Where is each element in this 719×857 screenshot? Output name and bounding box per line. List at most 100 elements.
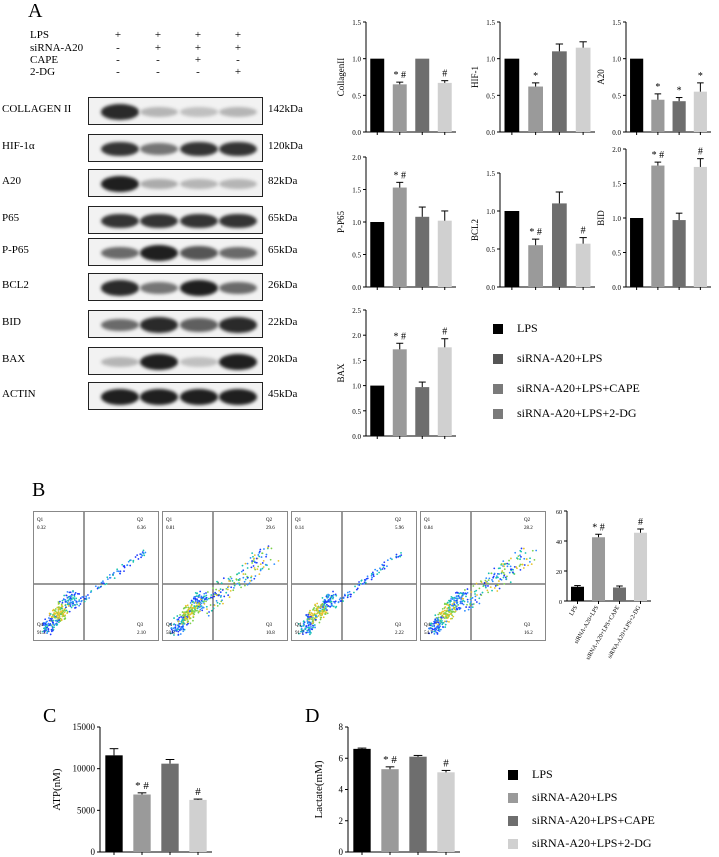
event-dot <box>252 565 255 567</box>
treatment-mark: + <box>194 54 202 66</box>
event-dot <box>182 624 184 627</box>
event-dot <box>443 609 446 612</box>
event-dot <box>44 628 47 630</box>
bar <box>504 211 520 287</box>
treatment-mark: - <box>196 66 200 78</box>
event-dot <box>442 625 444 628</box>
event-dot <box>193 613 196 616</box>
blot-strip <box>88 97 263 125</box>
blot-protein-label: COLLAGEN II <box>2 103 72 115</box>
event-dot <box>331 604 334 607</box>
blot-band <box>180 318 218 332</box>
event-dot <box>206 608 208 611</box>
event-dot <box>72 597 74 599</box>
treatment-mark: - <box>156 54 160 66</box>
panel-letter-d: D <box>305 705 320 727</box>
legend-item: siRNA-A20+LPS+CAPE <box>508 813 655 828</box>
event-dot <box>370 574 373 577</box>
event-dot <box>475 582 478 585</box>
event-dot <box>42 624 45 626</box>
event-dot <box>261 567 264 570</box>
y-axis-label: BAX <box>336 363 346 383</box>
event-dot <box>171 631 174 634</box>
event-dot <box>520 550 523 553</box>
event-dot <box>46 624 48 626</box>
event-dot <box>58 615 61 618</box>
event-dot <box>71 594 73 597</box>
event-dot <box>467 608 470 611</box>
event-dot <box>506 562 509 565</box>
event-dot <box>255 557 258 560</box>
event-dot <box>177 618 180 621</box>
event-dot <box>265 553 268 556</box>
event-dot <box>452 606 455 609</box>
event-dot <box>270 547 273 550</box>
quadrant-value: 5.96 <box>395 526 404 531</box>
event-dot <box>502 560 505 563</box>
bar <box>651 99 665 132</box>
event-dot <box>108 573 111 576</box>
event-dot <box>434 620 437 622</box>
y-tick-label: 10000 <box>73 764 96 774</box>
event-dot <box>395 553 398 556</box>
event-dot <box>188 615 190 617</box>
event-dot <box>478 597 481 600</box>
panel-letter-c: C <box>43 705 57 727</box>
event-dot <box>363 583 365 585</box>
event-dot <box>448 620 450 623</box>
event-dot <box>172 627 175 630</box>
blot-band <box>140 317 178 333</box>
event-dot <box>318 621 321 624</box>
event-dot <box>462 599 465 602</box>
event-dot <box>324 607 327 610</box>
event-dot <box>308 627 310 629</box>
event-dot <box>472 585 475 587</box>
event-dot <box>200 607 203 610</box>
event-dot <box>123 570 125 573</box>
event-dot <box>326 609 328 611</box>
event-dot <box>444 623 447 626</box>
event-dot <box>61 601 64 604</box>
event-dot <box>486 589 489 592</box>
event-dot <box>400 554 403 557</box>
event-dot <box>378 571 380 574</box>
event-dot <box>194 605 197 608</box>
quadrant-name: Q3 <box>395 623 402 628</box>
event-dot <box>342 597 345 600</box>
significance-label: # <box>581 226 586 237</box>
event-dot <box>458 596 461 599</box>
blot-band <box>101 176 139 192</box>
blot-strip <box>88 310 263 338</box>
quadrant-name: Q3 <box>524 623 531 628</box>
blot-band <box>180 280 218 296</box>
significance-label: * # <box>394 170 407 181</box>
significance-label: # <box>442 69 447 80</box>
blot-band <box>140 107 178 117</box>
bar <box>693 166 707 287</box>
event-dot <box>453 608 456 611</box>
event-dot <box>509 581 512 584</box>
event-dot <box>204 598 206 601</box>
event-dot <box>206 591 209 593</box>
event-dot <box>59 610 62 613</box>
event-dot <box>466 603 468 606</box>
event-dot <box>178 622 181 625</box>
bar <box>437 82 452 132</box>
event-dot <box>267 568 270 570</box>
legend-swatch <box>508 838 518 849</box>
event-dot <box>58 619 61 621</box>
quadrant-name: Q2 <box>266 518 273 523</box>
event-dot <box>460 596 463 598</box>
event-dot <box>364 581 367 584</box>
y-tick-label: 20 <box>556 570 562 576</box>
event-dot <box>122 565 125 568</box>
event-dot <box>370 578 373 581</box>
event-dot <box>252 555 254 558</box>
event-dot <box>429 623 432 626</box>
event-dot <box>329 605 332 608</box>
y-tick-label: 0 <box>559 600 562 606</box>
treatment-mark: + <box>234 66 242 78</box>
event-dot <box>227 585 230 588</box>
event-dot <box>395 556 398 559</box>
event-dot <box>478 587 481 590</box>
